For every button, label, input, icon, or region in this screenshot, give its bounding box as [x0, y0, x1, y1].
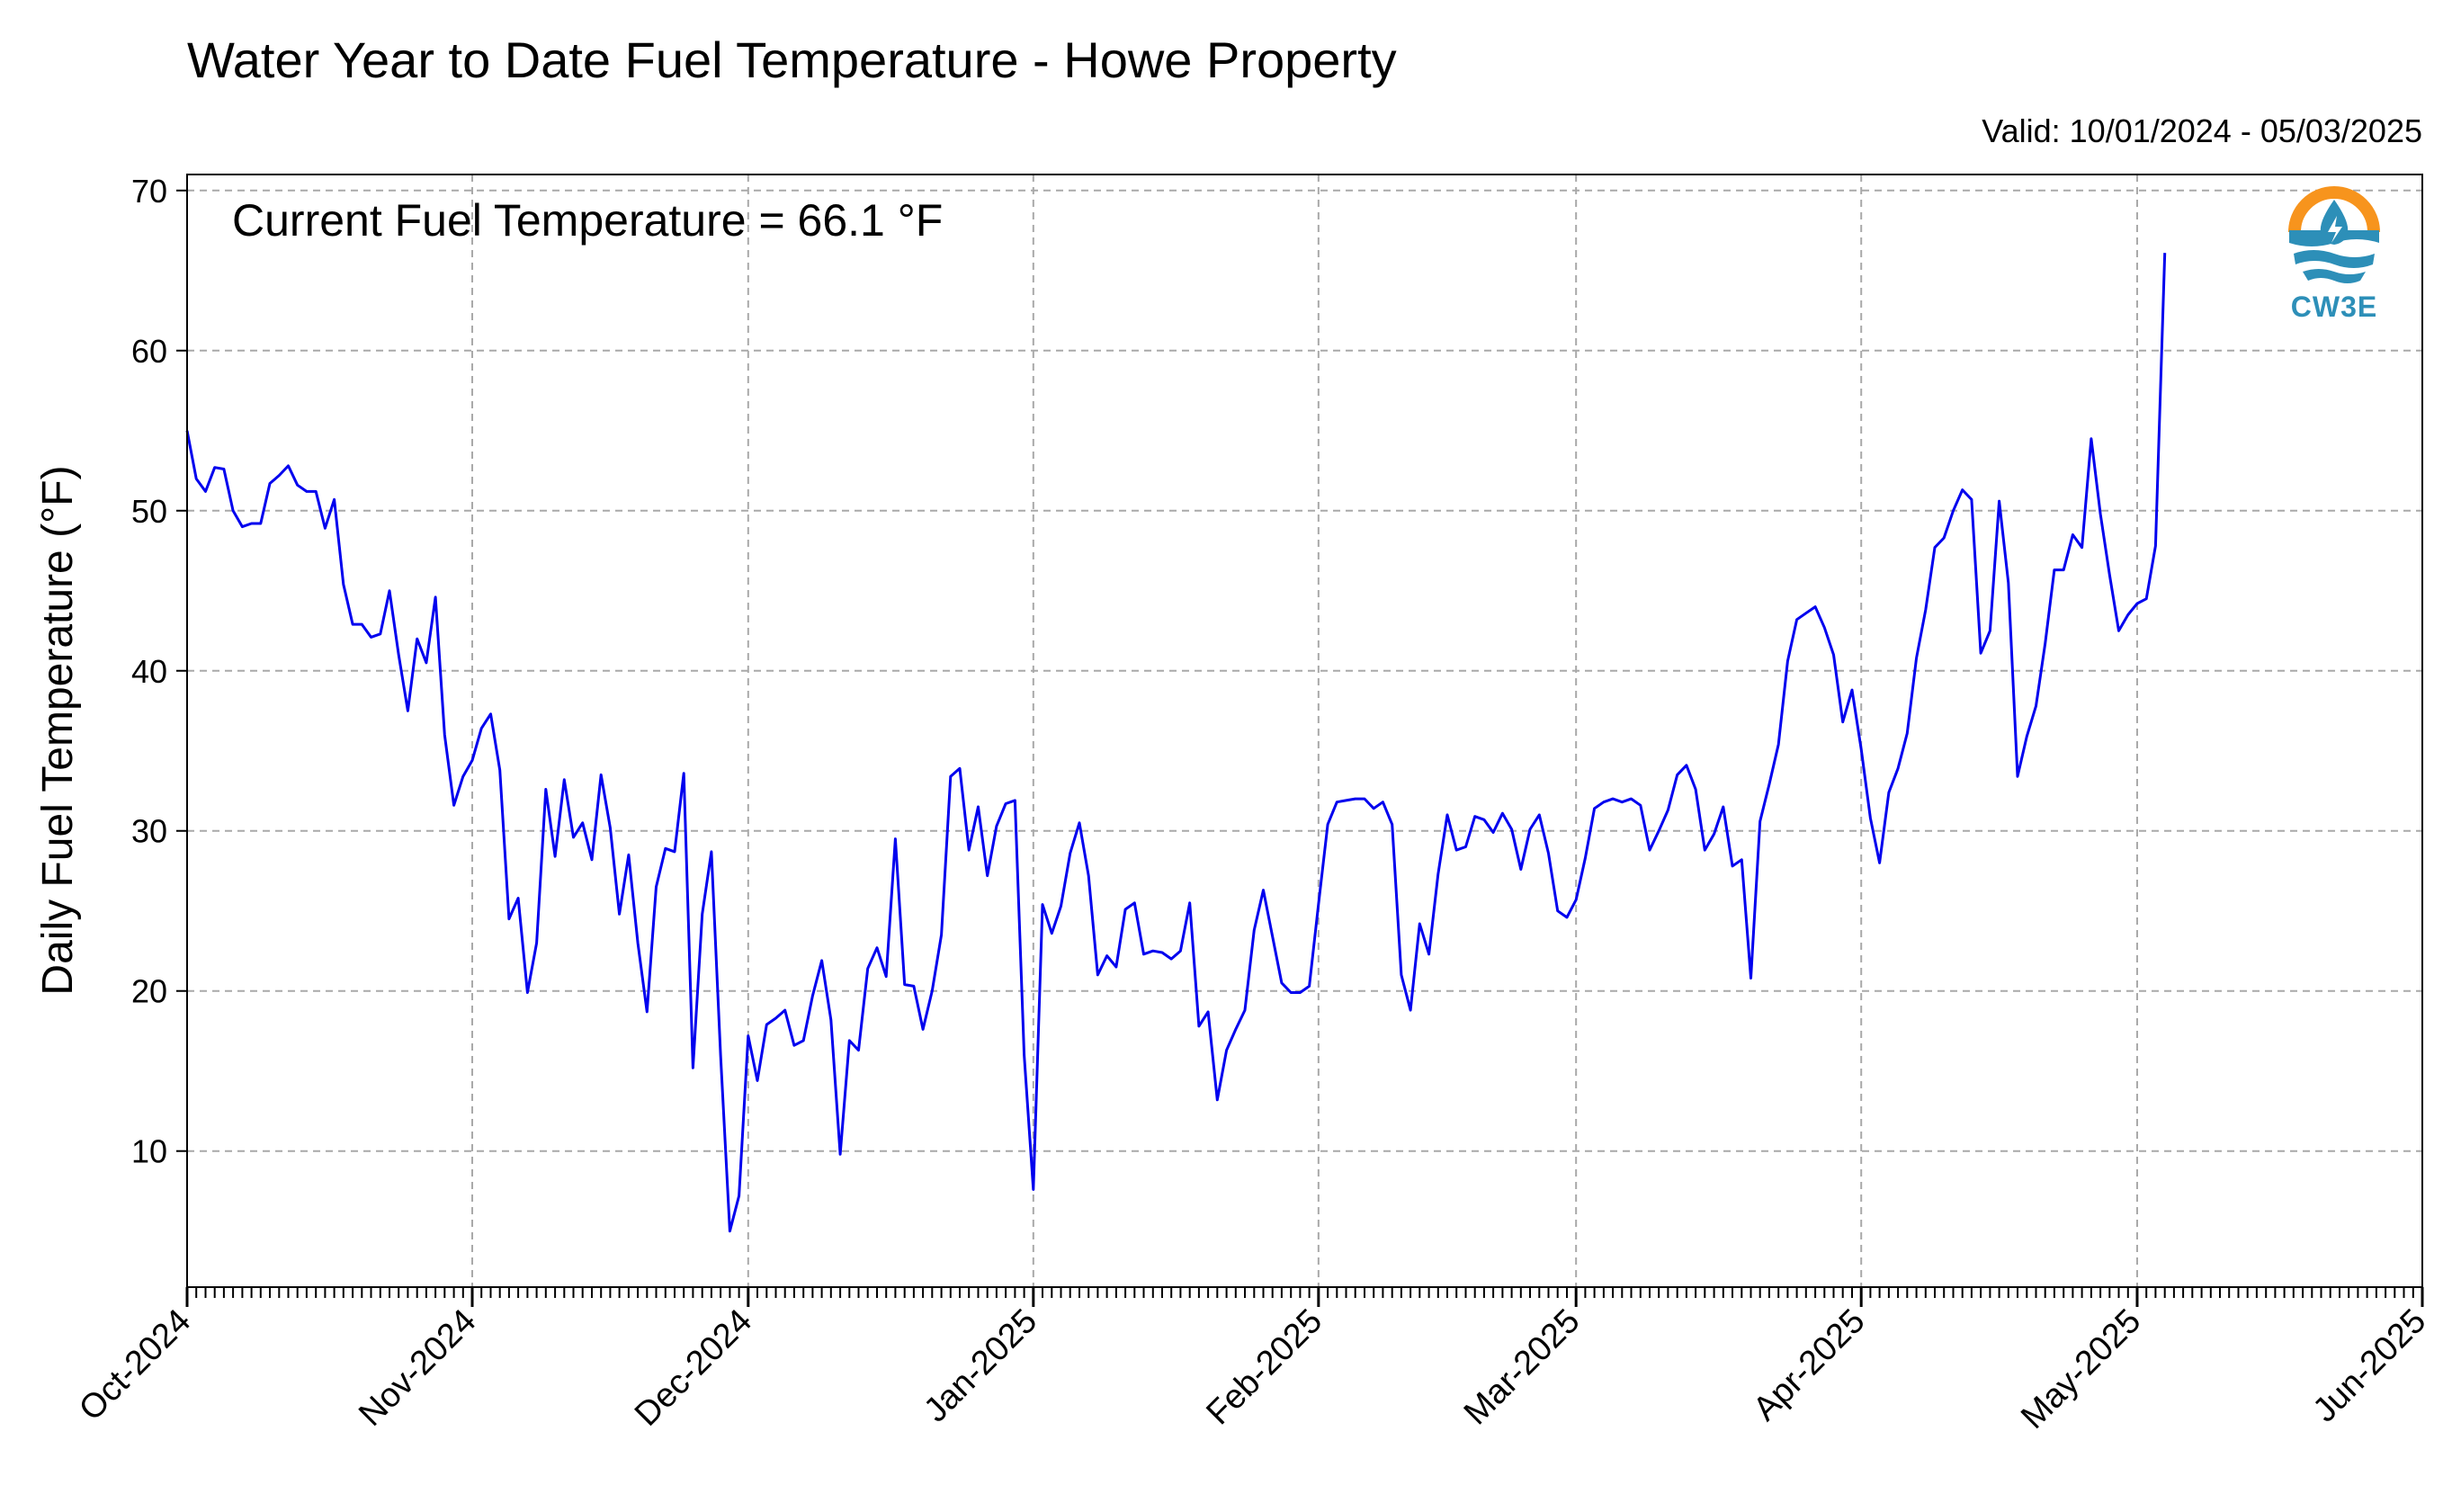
valid-date-range: Valid: 10/01/2024 - 05/03/2025 — [1982, 112, 2422, 149]
x-tick-label: Nov-2024 — [352, 1302, 483, 1434]
x-minor-tick-marks — [186, 1287, 2423, 1298]
x-minor-ticks — [186, 1287, 2423, 1298]
fuel-temperature-line — [185, 253, 2167, 1233]
x-axis-ticks: Oct-2024 Nov-2024 Dec-2024 Jan-2025 Feb-2025… — [72, 1287, 2433, 1436]
y-tick-label: 70 — [131, 173, 167, 210]
y-axis-label: Daily Fuel Temperature (°F) — [34, 465, 82, 995]
x-tick-label: Oct-2024 — [72, 1302, 198, 1428]
x-tick-label: Mar-2025 — [1457, 1302, 1588, 1433]
y-axis-ticks: 10 20 30 40 50 60 70 — [131, 173, 187, 1170]
y-tick-label: 60 — [131, 333, 167, 370]
cw3e-logo: CW3E — [2285, 186, 2384, 323]
y-tick-label: 50 — [131, 493, 167, 530]
chart-title: Water Year to Date Fuel Temperature - Ho… — [187, 31, 1397, 88]
x-tick-label: May-2025 — [2014, 1302, 2148, 1436]
y-tick-label: 10 — [131, 1133, 167, 1170]
y-tick-label: 40 — [131, 653, 167, 690]
x-tick-label: Feb-2025 — [1199, 1302, 1329, 1433]
y-tick-label: 30 — [131, 813, 167, 850]
x-tick-label: Jan-2025 — [917, 1302, 1044, 1430]
x-tick-label: Dec-2024 — [628, 1302, 759, 1434]
current-temperature-annotation: Current Fuel Temperature = 66.1 °F — [232, 195, 943, 246]
plot-frame — [186, 174, 2423, 1288]
grid-lines — [186, 174, 2423, 1287]
logo-text: CW3E — [2291, 291, 2377, 323]
x-tick-label: Apr-2025 — [1746, 1302, 1872, 1428]
x-tick-label: Jun-2025 — [2306, 1302, 2434, 1430]
y-tick-label: 20 — [131, 973, 167, 1010]
